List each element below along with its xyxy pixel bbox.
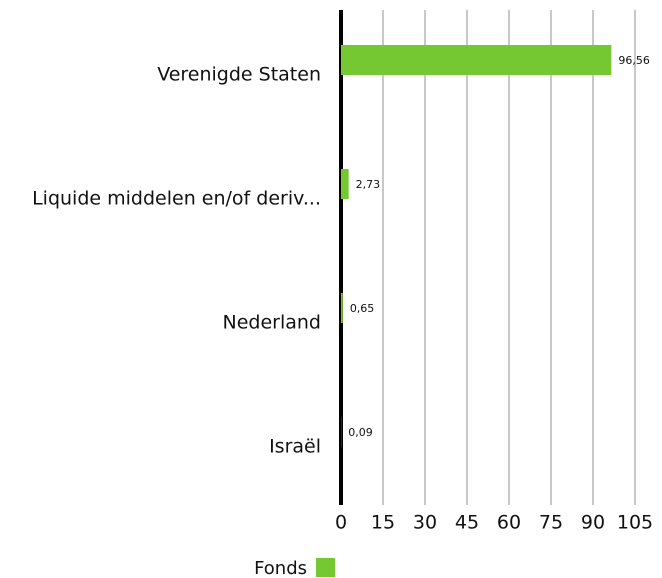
x-tick-label: 90 — [581, 512, 605, 534]
legend-swatch — [316, 558, 335, 577]
x-tick-label: 45 — [455, 512, 479, 534]
x-tick-label: 60 — [497, 512, 521, 534]
x-tick-label: 15 — [371, 512, 395, 534]
bar — [341, 169, 349, 199]
category-label: Verenigde Staten — [157, 64, 321, 86]
value-label: 96,56 — [618, 54, 650, 67]
category-label: Liquide middelen en/of deriv... — [32, 188, 321, 210]
x-tick-label: 75 — [539, 512, 563, 534]
x-tick-label: 0 — [335, 512, 347, 534]
category-label: Nederland — [223, 312, 322, 334]
x-tick-label: 105 — [617, 512, 653, 534]
x-tick-label: 30 — [413, 512, 437, 534]
value-label: 2,73 — [356, 178, 381, 191]
value-label: 0,09 — [348, 426, 373, 439]
bar — [341, 293, 343, 323]
legend-label: Fonds — [254, 558, 307, 578]
category-label: Israël — [269, 436, 321, 458]
bar — [341, 45, 612, 75]
value-label: 0,65 — [350, 302, 375, 315]
